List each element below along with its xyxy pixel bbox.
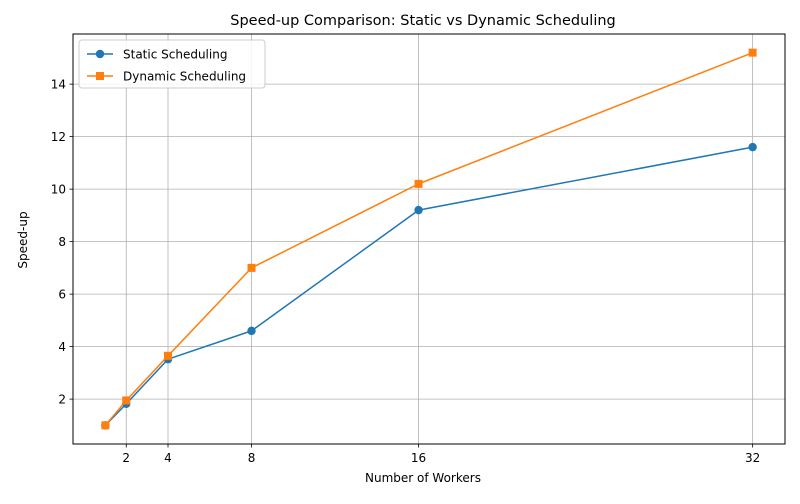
legend-label-dynamic-scheduling: Dynamic Scheduling <box>123 69 246 83</box>
y-tick-label: 6 <box>58 287 66 301</box>
grid <box>73 34 785 444</box>
y-tick-label: 14 <box>51 77 66 91</box>
series-layer <box>101 48 757 430</box>
static-scheduling-series <box>101 142 757 430</box>
legend-label-static-scheduling: Static Scheduling <box>123 47 227 61</box>
x-tick-label: 4 <box>164 451 172 465</box>
dynamic-scheduling-point <box>122 396 131 405</box>
y-tick-label: 2 <box>58 392 66 406</box>
plot-area-frame <box>72 33 786 445</box>
y-tick-label: 10 <box>51 182 66 196</box>
y-axis: 2 4 6 8 10 12 14 <box>51 77 73 406</box>
x-axis-label: Number of Workers <box>365 471 481 485</box>
dynamic-scheduling-line <box>104 51 753 426</box>
dynamic-scheduling-series <box>101 48 757 430</box>
x-tick-label: 8 <box>248 451 256 465</box>
x-tick-label: 16 <box>411 451 426 465</box>
y-tick-label: 12 <box>51 130 66 144</box>
dynamic-scheduling-point <box>414 179 423 188</box>
dynamic-scheduling-point <box>247 263 256 272</box>
static-scheduling-point <box>748 142 757 152</box>
dynamic-scheduling-point <box>101 421 110 430</box>
static-scheduling-line <box>104 146 753 426</box>
x-tick-label: 32 <box>745 451 760 465</box>
y-tick-label: 4 <box>58 340 66 354</box>
x-tick-label: 2 <box>122 451 130 465</box>
y-tick-label: 8 <box>58 235 66 249</box>
x-axis: 2 4 8 16 32 <box>122 444 760 465</box>
dynamic-scheduling-point <box>748 48 757 57</box>
legend-box <box>78 39 266 89</box>
legend-swatch-marker <box>95 49 105 59</box>
static-scheduling-point <box>414 205 423 215</box>
chart-title: Speed-up Comparison: Static vs Dynamic S… <box>230 13 616 29</box>
legend: Static Scheduling Dynamic Scheduling <box>78 39 266 89</box>
dynamic-scheduling-point <box>164 351 173 360</box>
legend-swatch-marker <box>96 72 104 80</box>
static-scheduling-point <box>247 326 256 336</box>
y-axis-label: Speed-up <box>16 211 30 268</box>
